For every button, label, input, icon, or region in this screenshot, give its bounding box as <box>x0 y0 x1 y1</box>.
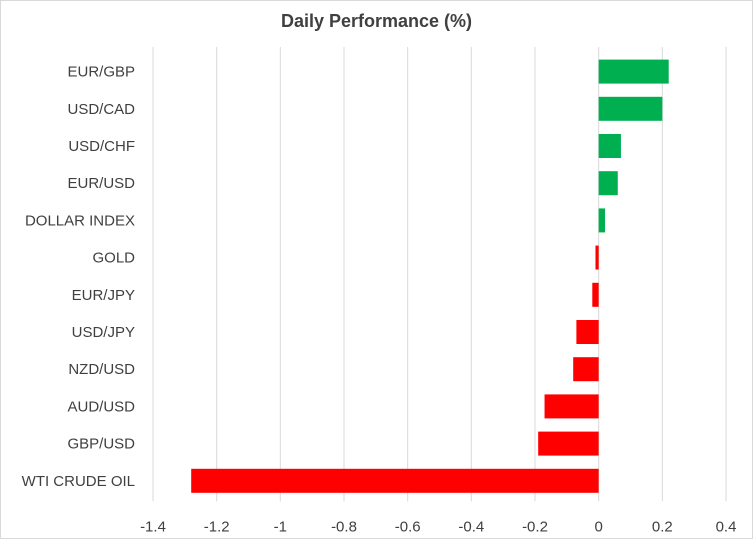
bar <box>191 468 599 493</box>
category-label: USD/CAD <box>67 101 135 118</box>
bar <box>598 171 618 196</box>
category-label: EUR/USD <box>67 175 135 192</box>
x-tick-label: 0 <box>594 518 602 535</box>
category-label: AUD/USD <box>67 398 135 415</box>
bar <box>598 134 621 158</box>
bar <box>598 59 669 84</box>
x-tick-label: -1 <box>274 518 287 535</box>
x-axis-tick-labels: -1.4 -1.2 -1 -0.8 -0.6 -0.4 -0.2 0 0.2 0.4 <box>140 518 736 535</box>
x-tick-label: 0.4 <box>716 518 737 535</box>
category-label: NZD/USD <box>68 361 135 378</box>
bar <box>576 320 599 344</box>
category-label: USD/CHF <box>68 138 135 155</box>
category-labels: EUR/GBP USD/CAD USD/CHF EUR/USD DOLLAR INDEX… <box>22 64 136 490</box>
bar <box>538 431 599 456</box>
x-tick-label: -0.6 <box>395 518 421 535</box>
bar <box>592 282 599 307</box>
x-tick-label: -0.8 <box>331 518 357 535</box>
x-tick-label: 0.2 <box>652 518 673 535</box>
category-label: USD/JPY <box>72 324 135 341</box>
bar <box>598 96 663 121</box>
x-tick-label: -0.4 <box>458 518 484 535</box>
bar <box>573 357 599 382</box>
chart-title: Daily Performance (%) <box>280 11 473 31</box>
bar <box>595 245 599 270</box>
gridlines <box>152 47 727 502</box>
x-tick-label: -1.4 <box>140 518 166 535</box>
bar <box>544 394 599 419</box>
category-label: GBP/USD <box>67 436 135 453</box>
category-label: EUR/JPY <box>72 287 135 304</box>
bars <box>191 59 669 493</box>
category-label: GOLD <box>92 250 135 267</box>
category-label: DOLLAR INDEX <box>25 212 135 229</box>
x-tick-label: -1.2 <box>204 518 230 535</box>
category-label: WTI CRUDE OIL <box>22 473 135 490</box>
category-label: EUR/GBP <box>67 64 135 81</box>
bar <box>598 208 606 233</box>
x-tick-label: -0.2 <box>522 518 548 535</box>
